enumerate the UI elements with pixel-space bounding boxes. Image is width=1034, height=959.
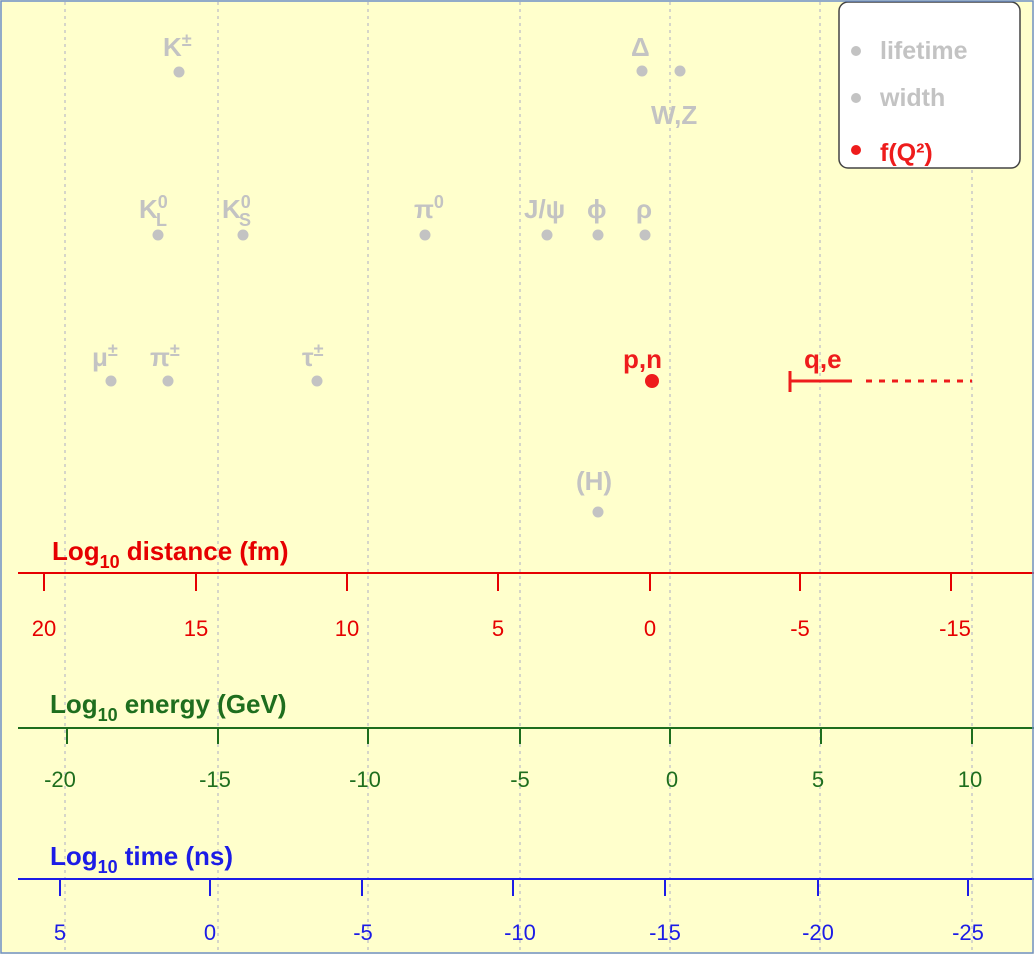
axis-tick-label: -15 [649, 920, 681, 945]
distance-axis-title: Log10 distance (fm) [52, 536, 289, 572]
delta-label: Δ [631, 32, 650, 62]
k0l-label: K0 L [139, 192, 168, 230]
pn-label: p,n [623, 344, 662, 374]
tau-pm-dot [311, 375, 323, 387]
qe-range-marker [788, 371, 972, 392]
pi0-dot [419, 229, 431, 241]
distance-axis: Log10 distance (fm) 20 15 10 5 0 -5 -15 [18, 536, 1034, 641]
legend-width-dot [851, 93, 861, 103]
axis-tick-label: 0 [666, 767, 678, 792]
axis-tick-label: 0 [204, 920, 216, 945]
legend-box [838, 1, 1021, 169]
qe-label: q,e [804, 344, 842, 374]
k-pm-dot [173, 66, 185, 78]
pi-pm-dot [162, 375, 174, 387]
energy-axis-title: Log10 energy (GeV) [50, 689, 287, 725]
higgs-label: (H) [576, 466, 612, 496]
pn-dot [645, 374, 659, 388]
vertical-gridlines [64, 2, 973, 954]
legend: lifetime width f(Q²) [838, 1, 1021, 169]
axis-tick-label: -10 [349, 767, 381, 792]
rho-label: ρ [636, 194, 652, 224]
axis-tick-label: 0 [644, 616, 656, 641]
wz-label: W,Z [651, 100, 697, 130]
time-axis: Log10 time (ns) 5 0 -5 -10 -15 -20 -25 [18, 841, 1034, 945]
axis-tick-label: -20 [802, 920, 834, 945]
axis-tick-label: -5 [510, 767, 530, 792]
axis-tick-label: -25 [952, 920, 984, 945]
wz-dot [674, 65, 686, 77]
time-axis-title: Log10 time (ns) [50, 841, 233, 877]
mu-pm-dot [105, 375, 117, 387]
axis-tick-label: 5 [492, 616, 504, 641]
phi-label: ϕ [587, 194, 607, 224]
k-pm-label: K± [163, 30, 192, 62]
tau-pm-label: τ± [302, 340, 324, 372]
mu-pm-label: μ± [92, 340, 118, 372]
k0l-dot [152, 229, 164, 241]
pi0-label: π0 [414, 192, 444, 224]
axis-tick-label: -10 [504, 920, 536, 945]
time-axis-ticks: 5 0 -5 -10 -15 -20 -25 [54, 879, 984, 945]
axis-tick-label: -20 [44, 767, 76, 792]
axis-tick-label: 10 [335, 616, 359, 641]
jpsi-label: J/ψ [524, 194, 565, 224]
legend-lifetime-dot [851, 46, 861, 56]
axis-tick-label: -15 [199, 767, 231, 792]
k0s-dot [237, 229, 249, 241]
pi-pm-label: π± [150, 340, 180, 372]
axis-tick-label: 10 [958, 767, 982, 792]
jpsi-dot [541, 229, 553, 241]
energy-axis: Log10 energy (GeV) -20 -15 -10 -5 0 5 10 [18, 689, 1034, 792]
energy-axis-ticks: -20 -15 -10 -5 0 5 10 [44, 728, 982, 792]
axis-tick-label: -15 [939, 616, 971, 641]
axis-tick-label: 5 [54, 920, 66, 945]
k0s-label: K0 S [222, 192, 251, 230]
axis-tick-label: 15 [184, 616, 208, 641]
axis-tick-label: -5 [790, 616, 810, 641]
phi-dot [592, 229, 604, 241]
axis-tick-label: 20 [32, 616, 56, 641]
distance-axis-ticks: 20 15 10 5 0 -5 -15 [32, 573, 971, 641]
legend-fq2-label: f(Q²) [880, 139, 933, 167]
delta-dot [636, 65, 648, 77]
legend-fq2-dot [851, 145, 861, 155]
rho-dot [639, 229, 651, 241]
particle-markers [105, 65, 686, 518]
higgs-dot [592, 506, 604, 518]
axis-tick-label: 5 [812, 767, 824, 792]
legend-width-label: width [879, 84, 945, 112]
legend-lifetime-label: lifetime [880, 37, 968, 65]
axis-tick-label: -5 [353, 920, 373, 945]
